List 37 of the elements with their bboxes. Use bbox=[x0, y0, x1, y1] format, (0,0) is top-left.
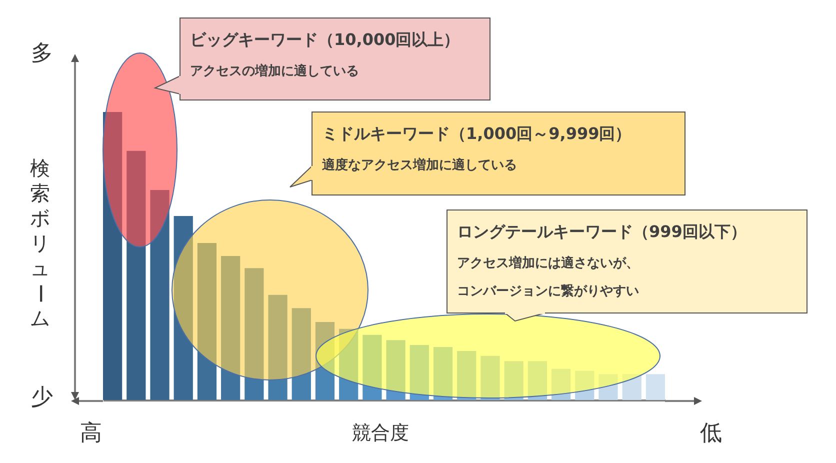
text: 少 bbox=[31, 384, 53, 412]
annotation: 適度なアクセス増加に適している bbox=[322, 156, 517, 174]
annotation: コンバージョンに繋がりやすい bbox=[457, 283, 639, 300]
bar bbox=[221, 256, 240, 400]
bar bbox=[197, 243, 217, 400]
bar bbox=[174, 216, 193, 400]
bar bbox=[504, 361, 524, 400]
annotation: ミドルキーワード（1,000回～9,999回） bbox=[322, 124, 632, 145]
text: アクセスの増加に適している bbox=[190, 62, 359, 80]
bar bbox=[244, 268, 264, 400]
bar bbox=[339, 328, 358, 400]
bar bbox=[433, 347, 453, 400]
x-axis-title: 競合度 bbox=[352, 421, 409, 446]
text: 多 bbox=[31, 40, 53, 68]
bar bbox=[575, 370, 594, 400]
bar bbox=[362, 334, 382, 400]
y-axis-title: 検索ボリューム bbox=[28, 156, 52, 331]
bar bbox=[268, 294, 288, 400]
bar bbox=[126, 150, 146, 400]
annotation: アクセス増加には適さないが、 bbox=[457, 254, 639, 272]
bar bbox=[480, 356, 500, 400]
bar bbox=[150, 190, 170, 400]
bar bbox=[598, 374, 618, 400]
bar bbox=[410, 344, 429, 400]
annotation: ロングテールキーワード（999回以下） bbox=[457, 222, 746, 243]
bar bbox=[457, 351, 476, 400]
bar bbox=[386, 340, 406, 400]
bar bbox=[646, 374, 665, 400]
bar bbox=[528, 361, 547, 400]
bar bbox=[551, 368, 571, 400]
bar bbox=[622, 374, 642, 400]
text: 低 bbox=[700, 420, 722, 448]
text: ビッグキーワード（10,000回以上） bbox=[190, 30, 460, 51]
bar bbox=[103, 112, 122, 400]
bar bbox=[315, 322, 335, 400]
text: 高 bbox=[80, 420, 102, 448]
bar bbox=[292, 308, 311, 400]
